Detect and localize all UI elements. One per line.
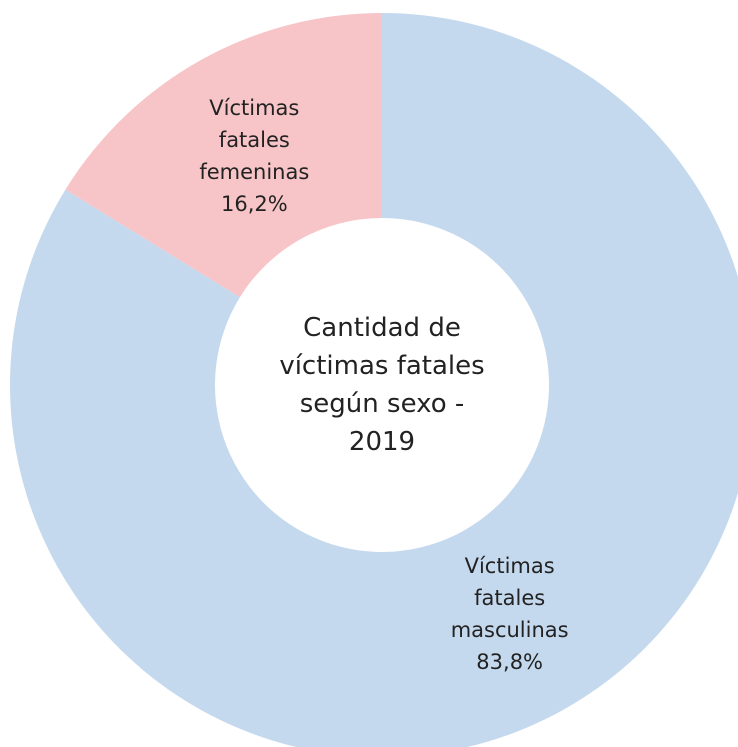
slice <box>10 13 738 747</box>
chart-title: Cantidad de víctimas fatales según sexo … <box>279 313 485 457</box>
category-label: Víctimas fatales masculinas <box>450 553 569 642</box>
category-label: Víctimas fatales femeninas <box>199 96 310 185</box>
slice <box>65 13 382 298</box>
value-label: 16,2% <box>220 192 288 217</box>
slice-label: Víctimas fatales femeninas 16,2% <box>179 92 329 220</box>
value-label: 83,8% <box>476 649 544 674</box>
slice-label: Víctimas fatales masculinas 83,8% <box>435 550 585 678</box>
